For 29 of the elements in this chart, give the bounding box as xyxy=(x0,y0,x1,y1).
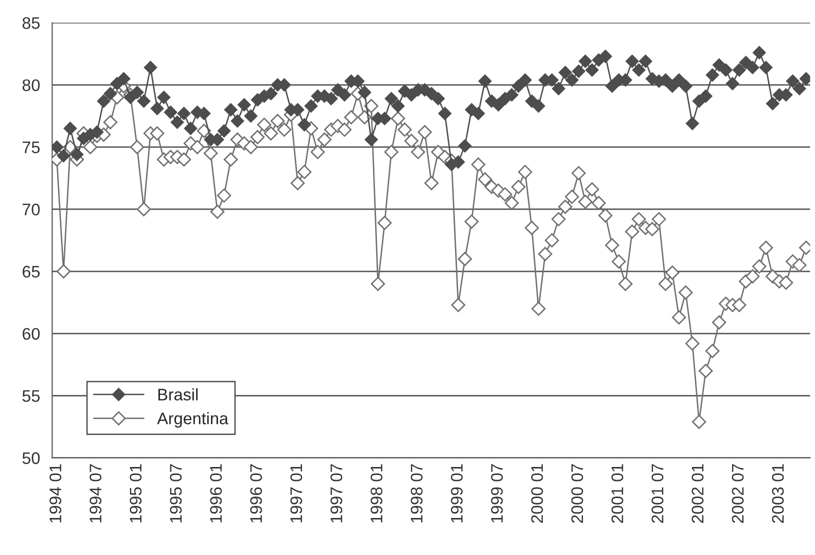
x-tick-label: 2001 01 xyxy=(611,464,624,523)
x-tick-label: 2002 01 xyxy=(692,464,704,523)
x-tick-label: 1998 01 xyxy=(370,464,382,522)
x-tick-label: 1994 01 xyxy=(50,464,62,522)
x-tick-label: 1998 07 xyxy=(410,464,423,522)
x-tick-label: 2000 01 xyxy=(531,464,543,523)
legend-label: Argentina xyxy=(157,412,228,428)
x-tick-label: 1999 07 xyxy=(491,464,503,522)
y-tick-label: 80 xyxy=(22,79,40,92)
x-tick-label: 2000 07 xyxy=(571,464,584,523)
y-tick-label: 55 xyxy=(22,390,40,402)
y-tick-label: 60 xyxy=(22,328,40,340)
x-tick-label: 1995 01 xyxy=(130,464,142,522)
x-tick-label: 1997 01 xyxy=(290,464,302,522)
x-tick-label: 1999 01 xyxy=(450,464,463,522)
x-tick-label: 1996 07 xyxy=(250,464,262,522)
y-tick-label: 75 xyxy=(22,142,40,154)
y-tick-label: 50 xyxy=(22,452,40,464)
x-tick-label: 2001 07 xyxy=(652,464,664,523)
x-tick-label: 2002 07 xyxy=(732,464,744,523)
y-tick-label: 65 xyxy=(22,266,40,278)
legend-label: Brasil xyxy=(158,388,198,400)
x-tick-label: 1997 07 xyxy=(330,464,342,522)
y-tick-label: 70 xyxy=(22,204,40,216)
x-tick-label: 1996 01 xyxy=(210,464,222,522)
x-tick-label: 1995 07 xyxy=(170,464,182,522)
y-tick-label: 85 xyxy=(22,17,40,29)
x-tick-label: 1994 07 xyxy=(90,464,102,522)
x-tick-label: 2003 01 xyxy=(772,464,784,523)
